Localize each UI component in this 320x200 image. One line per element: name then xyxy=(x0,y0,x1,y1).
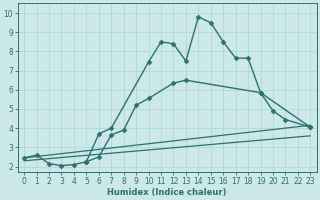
X-axis label: Humidex (Indice chaleur): Humidex (Indice chaleur) xyxy=(108,188,227,197)
